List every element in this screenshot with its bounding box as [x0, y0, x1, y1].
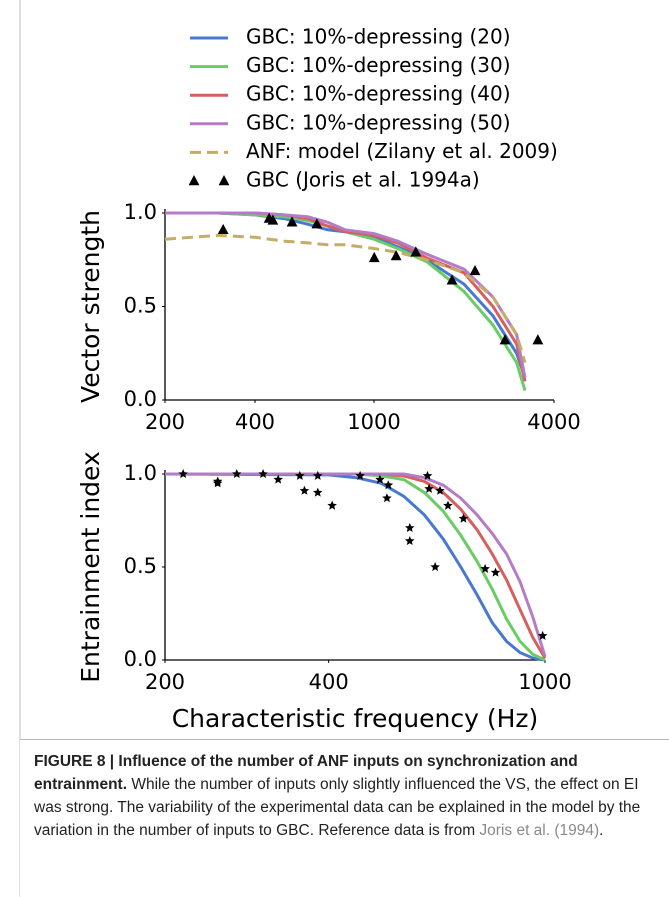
marker	[232, 469, 242, 478]
marker	[383, 480, 394, 490]
legend-label: GBC: 10%-depressing (50)	[246, 110, 511, 134]
y-tick-label: 0.0	[124, 647, 157, 671]
x-axis-label: Characteristic frequency (Hz)	[172, 704, 539, 733]
marker	[327, 500, 337, 510]
marker	[311, 218, 323, 229]
series-line	[165, 211, 527, 379]
marker	[410, 246, 422, 257]
caption-link[interactable]: Joris et al. (1994)	[479, 822, 600, 839]
series-line	[165, 472, 547, 657]
caption-label: FIGURE 8 | Influence of the number of AN…	[34, 753, 578, 793]
marker	[217, 223, 229, 235]
marker	[490, 567, 501, 577]
marker	[286, 216, 298, 227]
series-line	[165, 472, 546, 662]
y-axis-label: Vector strength	[76, 210, 105, 403]
x-tick-label: 1000	[347, 410, 400, 434]
marker	[499, 334, 511, 345]
marker	[382, 493, 392, 503]
marker	[258, 469, 268, 478]
marker	[446, 274, 458, 285]
caption-text: While the number of inputs only slightly…	[34, 776, 641, 839]
marker	[443, 500, 453, 510]
y-tick-label: 1.0	[124, 200, 157, 224]
frame	[19, 740, 20, 897]
marker	[295, 470, 305, 480]
marker	[405, 536, 415, 545]
x-tick-label: 200	[145, 670, 185, 694]
caption-end: .	[599, 822, 604, 839]
marker	[368, 251, 380, 263]
series-line	[164, 233, 527, 364]
marker	[430, 562, 440, 571]
marker	[355, 470, 365, 480]
x-tick-label: 400	[235, 410, 275, 434]
marker	[532, 334, 544, 345]
legend-label: GBC: 10%-depressing (30)	[246, 53, 511, 77]
legend-label: GBC: 10%-depressing (40)	[246, 82, 511, 106]
marker	[299, 485, 310, 495]
marker	[424, 483, 434, 493]
legend-label: GBC: 10%-depressing (20)	[246, 25, 511, 49]
y-tick-label: 0.5	[124, 554, 157, 578]
figure: 0.0 0.5 1.0 200 400 1000 4000 Vector strength GB…	[19, 0, 669, 740]
series-line	[165, 211, 527, 382]
marker	[212, 478, 223, 488]
marker	[469, 264, 481, 276]
series-line	[165, 472, 547, 659]
series-line	[164, 472, 546, 662]
x-tick-label: 4000	[527, 410, 580, 434]
y-tick-label: 0.5	[124, 294, 157, 318]
marker	[435, 485, 445, 495]
marker	[480, 563, 490, 573]
marker	[405, 522, 415, 532]
x-tick-label: 400	[309, 670, 349, 694]
marker	[375, 474, 385, 484]
y-tick-label: 1.0	[124, 461, 157, 485]
marker	[422, 470, 433, 480]
legend-label: ANF: model (Zilany et al. 2009)	[246, 139, 558, 163]
x-tick-label: 200	[145, 410, 185, 434]
legend-label: GBC (Joris et al. 1994a)	[246, 168, 480, 192]
marker	[458, 513, 469, 523]
series-line	[165, 211, 527, 392]
marker	[390, 250, 402, 261]
caption: FIGURE 8 | Influence of the number of AN…	[34, 750, 654, 842]
series-line	[165, 211, 527, 378]
marker	[313, 487, 323, 497]
marker	[267, 214, 279, 225]
legend-marker	[188, 175, 200, 186]
marker	[178, 469, 188, 478]
marker	[537, 630, 548, 640]
marker	[273, 474, 283, 484]
y-axis-label: Entrainment index	[76, 451, 105, 683]
x-tick-label: 1000	[518, 670, 571, 694]
legend-marker	[218, 175, 230, 186]
y-tick-label: 0.0	[124, 387, 157, 411]
marker	[313, 470, 323, 480]
